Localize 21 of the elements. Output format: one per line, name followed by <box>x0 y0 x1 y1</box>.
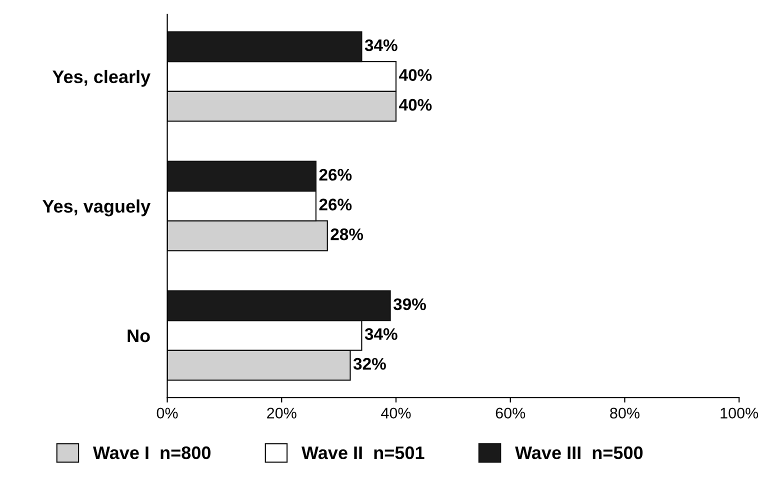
data-label: 40% <box>399 98 432 111</box>
y-tick-label: Yes, clearly <box>52 70 151 87</box>
legend-label: Wave II n=501 <box>302 446 424 460</box>
data-label: 26% <box>319 198 352 210</box>
x-tick-label: 0% <box>156 408 178 419</box>
x-tick-label: 100% <box>720 408 758 419</box>
data-label: 26% <box>319 168 352 181</box>
data-label: 34% <box>364 328 398 340</box>
data-label: 40% <box>399 69 432 81</box>
data-label: 28% <box>330 228 364 240</box>
y-tick-label: Yes, vaguely <box>42 199 151 216</box>
x-tick-label: 60% <box>496 408 526 419</box>
data-label: 39% <box>393 298 426 310</box>
data-label: 34% <box>364 39 398 52</box>
x-tick-label: 40% <box>381 408 411 419</box>
legend-label: Wave I n=800 <box>93 446 210 460</box>
y-tick-label: No <box>128 330 150 342</box>
legend-label: Wave III n=500 <box>515 446 643 460</box>
x-tick-label: 20% <box>267 408 296 419</box>
data-label: 32% <box>353 358 386 370</box>
x-tick-label: 80% <box>610 408 640 419</box>
